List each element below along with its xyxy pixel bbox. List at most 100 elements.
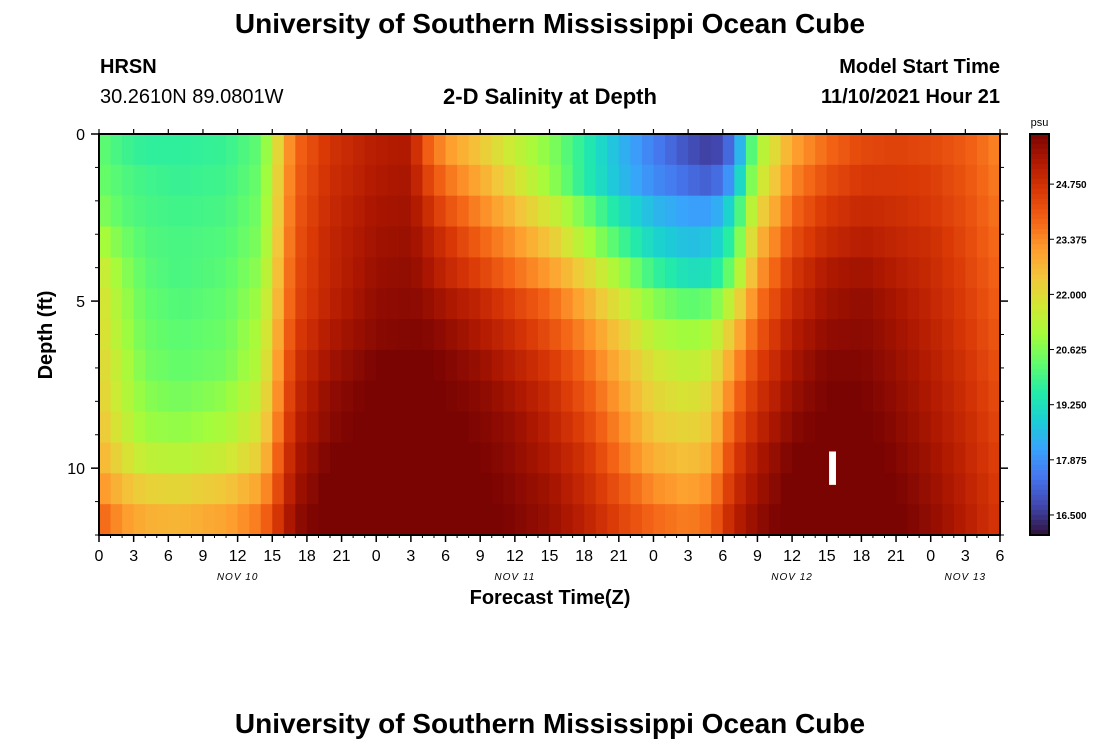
heatmap-cell bbox=[191, 164, 204, 197]
footer-title: University of Southern Mississippi Ocean… bbox=[234, 708, 866, 739]
x-tick-label: 9 bbox=[476, 548, 485, 565]
heatmap-cell bbox=[872, 319, 886, 351]
heatmap-cell bbox=[572, 442, 585, 474]
heatmap-cell bbox=[306, 164, 320, 197]
heatmap-cell bbox=[745, 442, 759, 474]
heatmap-cell bbox=[584, 195, 597, 228]
heatmap-cell bbox=[330, 504, 343, 536]
heatmap-cell bbox=[99, 442, 112, 474]
heatmap-cell bbox=[226, 134, 239, 166]
heatmap-cell bbox=[942, 226, 955, 258]
heatmap-cell bbox=[942, 319, 955, 351]
heatmap-cell bbox=[792, 134, 805, 166]
heatmap-cell bbox=[156, 473, 169, 505]
heatmap-cell bbox=[976, 411, 990, 444]
heatmap-cell bbox=[99, 288, 112, 320]
heatmap-cell bbox=[699, 257, 712, 289]
colorbar-segment bbox=[1030, 499, 1049, 506]
heatmap-cell bbox=[353, 226, 366, 258]
heatmap-cell bbox=[341, 504, 354, 536]
heatmap-cell bbox=[422, 226, 435, 258]
heatmap-cell bbox=[572, 288, 585, 320]
heatmap-cell bbox=[630, 288, 643, 320]
heatmap-cell bbox=[872, 195, 886, 228]
heatmap-cell bbox=[711, 195, 724, 228]
heatmap-cell bbox=[249, 319, 262, 351]
heatmap-cell bbox=[133, 349, 146, 382]
heatmap-cell bbox=[792, 195, 805, 228]
heatmap-cell bbox=[110, 226, 123, 258]
heatmap-cell bbox=[907, 319, 920, 351]
heatmap-cell bbox=[376, 411, 389, 444]
heatmap-cell bbox=[815, 349, 828, 382]
heatmap-cell bbox=[457, 442, 470, 474]
colorbar-segment bbox=[1030, 484, 1049, 491]
heatmap-cell bbox=[838, 411, 851, 444]
heatmap-cell bbox=[341, 473, 354, 505]
heatmap-cell bbox=[191, 473, 204, 505]
x-tick-label: 6 bbox=[996, 548, 1005, 565]
heatmap-cell bbox=[757, 349, 770, 382]
heatmap-cell bbox=[803, 195, 816, 228]
heatmap-cell bbox=[468, 411, 481, 444]
heatmap-cell bbox=[630, 319, 643, 351]
heatmap-cell bbox=[757, 442, 770, 474]
heatmap-cell bbox=[907, 411, 920, 444]
heatmap-cell bbox=[745, 226, 759, 258]
heatmap-cell bbox=[376, 164, 389, 197]
heatmap-cell bbox=[156, 504, 169, 536]
heatmap-cell bbox=[353, 319, 366, 351]
colorbar-tick-label: 20.625 bbox=[1056, 346, 1087, 357]
heatmap-cell bbox=[468, 349, 481, 382]
heatmap-cell bbox=[953, 288, 966, 320]
heatmap-cell bbox=[202, 134, 216, 166]
heatmap-cell bbox=[122, 288, 135, 320]
heatmap-cell bbox=[179, 319, 193, 351]
heatmap-cell bbox=[595, 257, 608, 289]
heatmap-cell bbox=[306, 134, 320, 166]
heatmap-cell bbox=[607, 226, 620, 258]
heatmap-cell bbox=[780, 473, 793, 505]
heatmap-cell bbox=[896, 349, 909, 382]
heatmap-cell bbox=[780, 411, 793, 444]
heatmap-cell bbox=[318, 257, 331, 289]
heatmap-cell bbox=[214, 319, 227, 351]
heatmap-cell bbox=[122, 442, 135, 474]
heatmap-cell bbox=[387, 319, 400, 351]
heatmap-cell bbox=[549, 164, 562, 197]
heatmap-cell bbox=[849, 288, 862, 320]
heatmap-cell bbox=[838, 442, 851, 474]
heatmap-cell bbox=[133, 380, 146, 413]
heatmap-cell bbox=[306, 319, 320, 351]
heatmap-cell bbox=[803, 319, 816, 351]
heatmap-cell bbox=[896, 195, 909, 228]
heatmap-cell bbox=[803, 134, 816, 166]
heatmap-cell bbox=[653, 226, 666, 258]
heatmap-cell bbox=[283, 442, 296, 474]
heatmap-cell bbox=[595, 349, 608, 382]
colorbar-segment bbox=[1030, 434, 1049, 441]
heatmap-cell bbox=[826, 195, 839, 228]
heatmap-cell bbox=[699, 319, 712, 351]
heatmap-cell bbox=[734, 411, 747, 444]
heatmap-cell bbox=[145, 380, 158, 413]
heatmap-cell bbox=[780, 442, 793, 474]
heatmap-cell bbox=[803, 164, 816, 197]
heatmap-cell bbox=[122, 380, 135, 413]
heatmap-cell bbox=[226, 257, 239, 289]
heatmap-cell bbox=[353, 349, 366, 382]
heatmap-cell bbox=[156, 164, 169, 197]
colorbar-segment bbox=[1030, 334, 1049, 341]
heatmap-cell bbox=[699, 134, 712, 166]
heatmap-cell bbox=[792, 226, 805, 258]
heatmap-cell bbox=[641, 349, 655, 382]
heatmap-cell bbox=[919, 380, 932, 413]
heatmap-cell bbox=[630, 442, 643, 474]
x-tick-label: 15 bbox=[818, 548, 836, 565]
heatmap-cell bbox=[549, 319, 562, 351]
heatmap-cell bbox=[445, 473, 458, 505]
heatmap-cell bbox=[514, 442, 527, 474]
heatmap-cell bbox=[688, 442, 701, 474]
heatmap-cell bbox=[364, 380, 377, 413]
heatmap-cell bbox=[364, 473, 377, 505]
